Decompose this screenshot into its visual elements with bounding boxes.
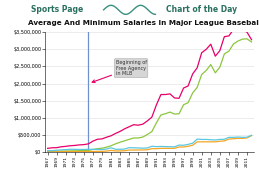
Text: Average And Minimum Salaries In Major League Baseball: Average And Minimum Salaries In Major Le… [28,20,259,26]
Text: Sports Page: Sports Page [31,5,83,14]
Text: Chart of the Day: Chart of the Day [167,5,238,14]
Text: Beginning of
Free Agency
in MLB: Beginning of Free Agency in MLB [92,60,147,82]
